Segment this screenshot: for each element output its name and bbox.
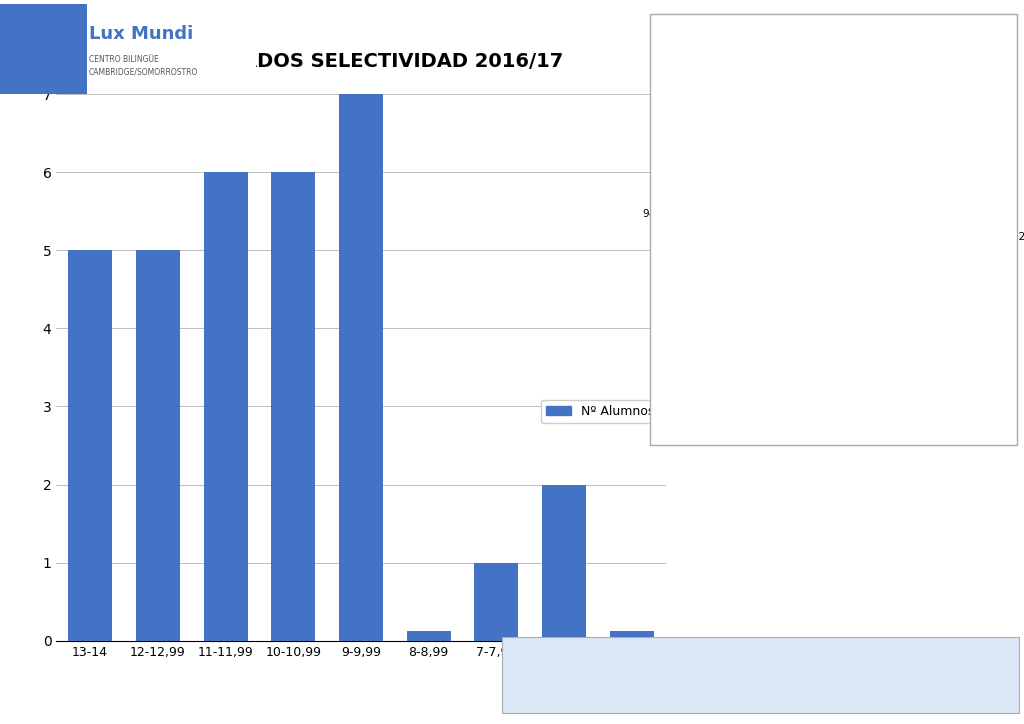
Text: 10-10,99: 10-10,99 (700, 389, 746, 398)
Text: SUPERIOR A 10: SUPERIOR A 10 (787, 650, 918, 665)
Text: 68,75%: 68,75% (514, 650, 578, 665)
Text: 9-9,99: 9-9,99 (642, 209, 676, 219)
Text: 6-6,99: 6-6,99 (765, 90, 798, 101)
Text: 31,25%: 31,25% (514, 685, 578, 700)
Bar (69, 251, 113, 641)
Wedge shape (834, 177, 972, 306)
Bar (609, 631, 653, 641)
Bar (136, 251, 180, 641)
Wedge shape (755, 128, 834, 256)
Wedge shape (752, 142, 834, 256)
Bar (474, 563, 518, 641)
Text: CAMBRIDGE/SOMORROSTRO: CAMBRIDGE/SOMORROSTRO (89, 68, 199, 77)
Wedge shape (834, 256, 963, 394)
Bar (271, 172, 315, 641)
Text: RESULTADOS SELECTIVIDAD 2016/17: RESULTADOS SELECTIVIDAD 2016/17 (164, 52, 563, 71)
Text: 7-7,99: 7-7,99 (720, 108, 754, 118)
Text: 5-5,99: 5-5,99 (798, 87, 831, 97)
Text: 8-8,99: 8-8,99 (706, 117, 738, 127)
Wedge shape (830, 117, 834, 256)
Wedge shape (708, 256, 837, 394)
Text: Lux Mundi: Lux Mundi (89, 25, 194, 43)
Circle shape (11, 14, 76, 84)
Bar (339, 94, 383, 641)
Text: CENTRO BILINGÜE: CENTRO BILINGÜE (89, 55, 159, 64)
Wedge shape (695, 143, 834, 312)
Wedge shape (834, 117, 948, 256)
Legend: Nº Alumnos: Nº Alumnos (541, 400, 659, 423)
Text: DEL ALUMNADO CON NOTA: DEL ALUMNADO CON NOTA (588, 652, 740, 662)
Bar (542, 484, 586, 641)
Wedge shape (778, 117, 834, 256)
Text: 13-14: 13-14 (910, 106, 940, 116)
Text: DEL ALUMNADO CON NOTA: DEL ALUMNADO CON NOTA (588, 688, 740, 698)
Text: SUPERIOR A 12: SUPERIOR A 12 (787, 685, 918, 700)
Bar (204, 172, 248, 641)
Bar (407, 631, 451, 641)
Text: 12-12,99: 12-12,99 (996, 232, 1024, 243)
Text: 11-11,99: 11-11,99 (927, 384, 974, 395)
Title: Calificaciones: Calificaciones (764, 57, 903, 75)
